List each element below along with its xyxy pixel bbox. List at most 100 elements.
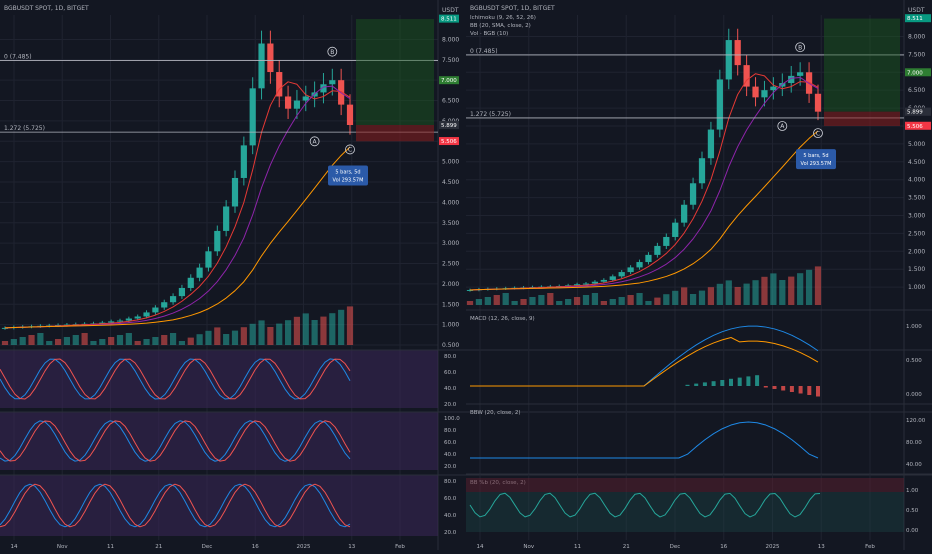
right-volume-bar xyxy=(547,293,554,305)
left-candle-body xyxy=(125,318,132,321)
right-candle-body xyxy=(582,283,590,285)
left-price-tick: 4.000 xyxy=(442,199,459,206)
right-macd-histogram-bar xyxy=(816,386,820,397)
right-volume-bar xyxy=(779,280,786,305)
right-bbw-line xyxy=(470,421,819,459)
left-price-tick: 2.000 xyxy=(442,281,459,288)
right-wave-C-label: C xyxy=(816,130,820,137)
left-oscillator-2-tick: 80.0 xyxy=(444,428,457,434)
left-candle-body xyxy=(152,307,159,313)
right-candle-body xyxy=(707,129,715,159)
left-fib-1272-label: 1.272 (5.725) xyxy=(4,125,45,132)
left-time-tick: 14 xyxy=(11,544,18,550)
left-candle-body xyxy=(267,43,274,73)
left-oscillator-1-bg xyxy=(0,350,438,408)
right-candle-body xyxy=(716,79,723,130)
left-candle-body xyxy=(1,327,9,329)
right-candle-body xyxy=(725,40,732,80)
right-candle-body xyxy=(788,75,795,84)
right-candle-body xyxy=(466,289,474,291)
right-volume-bar xyxy=(609,299,616,305)
left-volume-bar xyxy=(10,339,17,345)
right-candle-body xyxy=(743,65,750,87)
right-time-tick: 14 xyxy=(477,544,484,550)
left-price-tick: 6.500 xyxy=(442,98,459,105)
left-volume-bar xyxy=(249,323,256,345)
right-candle-body xyxy=(672,222,679,237)
right-macd-label: MACD (12, 26, close, 9) xyxy=(470,316,535,322)
right-legend-item: Vol · BGB (10) xyxy=(470,31,508,37)
right-bbpb-line xyxy=(469,492,821,518)
left-candle-body xyxy=(320,84,327,93)
right-candle-body xyxy=(654,245,661,255)
left-oscillator-2-tick: 20.0 xyxy=(444,464,457,470)
right-macd-histogram-bar xyxy=(772,386,777,389)
right-volume-bar xyxy=(591,293,599,305)
right-volume-bar xyxy=(788,276,795,305)
left-volume-bar xyxy=(214,327,221,345)
left-candle-body xyxy=(169,296,177,303)
right-macd-tick: 1.000 xyxy=(906,324,922,330)
left-volume-bar xyxy=(320,316,327,345)
right-candle-body xyxy=(627,267,634,273)
left-price-tag: 8.511 xyxy=(441,17,457,23)
left-candle-body xyxy=(205,251,212,268)
left-wave-A-marker xyxy=(309,136,320,147)
right-bbpb-band xyxy=(466,492,904,532)
left-oscillator-2-line-k xyxy=(0,420,351,462)
left-price-tick: 1.500 xyxy=(442,301,459,308)
left-time-tick: Feb xyxy=(395,544,405,550)
right-volume-bar xyxy=(466,301,474,305)
left-oscillator-3-tick: 40.0 xyxy=(444,513,457,519)
right-candle-body xyxy=(565,285,572,287)
left-volume-bar xyxy=(284,320,292,345)
left-volume-bar xyxy=(72,335,79,345)
right-macd-histogram-bar xyxy=(729,378,733,386)
right-long-stop-zone xyxy=(824,111,900,126)
right-volume-bar xyxy=(636,293,643,305)
right-macd-tick: 0.000 xyxy=(906,392,922,398)
right-volume-bar xyxy=(663,294,670,305)
left-volume-bar xyxy=(231,330,239,345)
left-price-tick: 8.000 xyxy=(442,36,459,43)
left-price-tag: 5.506 xyxy=(441,139,457,145)
right-volume-bar xyxy=(475,299,483,305)
right-price-tag-bg xyxy=(905,121,931,130)
right-axis-unit: USDT xyxy=(908,7,925,14)
right-long-target-zone xyxy=(824,18,900,112)
right-candle-body xyxy=(814,93,822,112)
left-volume-bar xyxy=(19,337,26,345)
right-macd-histogram-bar xyxy=(781,386,786,391)
left-time-tick: 21 xyxy=(155,544,162,550)
left-candle-body xyxy=(178,287,186,297)
right-volume-bar xyxy=(502,293,509,305)
left-price-tick: 2.500 xyxy=(442,261,459,268)
right-macd-histogram-bar xyxy=(763,386,768,388)
left-candle-body xyxy=(116,320,124,322)
right-macd-histogram-bar xyxy=(685,384,690,386)
right-candle-body xyxy=(752,86,759,98)
left-oscillator-3-tick: 80.0 xyxy=(444,479,457,485)
right-volume-bar xyxy=(573,297,581,305)
right-price-tick: 6.500 xyxy=(908,87,925,94)
left-volume-bar xyxy=(267,327,274,345)
right-volume-bar xyxy=(725,280,732,305)
left-measure-volume: Vol 293.57M xyxy=(333,177,364,183)
right-measure-volume: Vol 293.57M xyxy=(801,161,832,167)
left-volume-bar xyxy=(258,320,265,345)
right-price-tag: 8.511 xyxy=(907,16,923,22)
right-measure-box xyxy=(796,149,836,170)
left-volume-bar xyxy=(346,306,354,345)
left-volume-bar xyxy=(63,337,71,345)
right-volume-bar xyxy=(716,283,723,305)
right-price-tick: 3.500 xyxy=(908,195,925,202)
left-volume-bar xyxy=(81,333,88,345)
left-time-tick: Nov xyxy=(57,544,68,550)
left-candle-body xyxy=(329,80,336,85)
left-candle-body xyxy=(249,88,256,146)
left-volume-bar xyxy=(28,335,35,345)
right-volume-bar xyxy=(814,266,822,305)
left-volume-bar xyxy=(54,339,62,345)
left-price-tick: 3.500 xyxy=(442,220,459,227)
